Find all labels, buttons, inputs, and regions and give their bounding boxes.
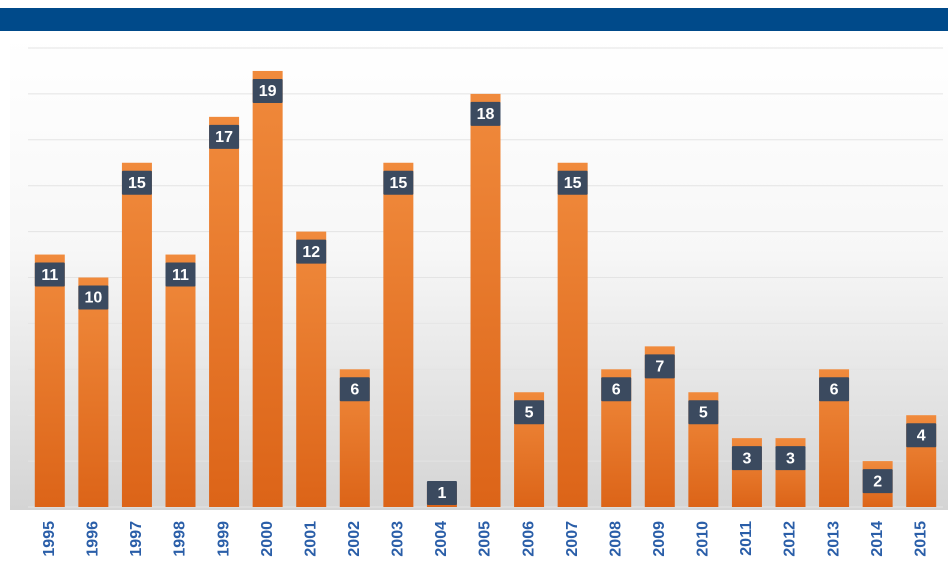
value-label: 15 (128, 175, 146, 192)
x-tick-label: 1999 (215, 521, 232, 557)
value-label: 10 (84, 290, 102, 307)
value-label-box (514, 400, 545, 425)
value-label-box (383, 170, 414, 195)
x-tick-label: 2009 (651, 521, 668, 557)
bar (383, 162, 414, 507)
x-tick-label: 2011 (738, 521, 755, 556)
value-label: 4 (917, 427, 926, 444)
value-label-box (252, 78, 283, 103)
value-label-box (296, 239, 327, 264)
value-label: 6 (350, 382, 359, 399)
value-label-box (470, 101, 501, 126)
value-label: 12 (302, 244, 320, 261)
x-tick-label: 2005 (477, 521, 494, 557)
x-tick-label: 2002 (346, 521, 363, 557)
bar (121, 162, 152, 507)
x-tick-label: 2014 (869, 521, 886, 557)
bar (296, 231, 327, 507)
x-tick-label: 2007 (564, 521, 581, 557)
value-label-box (121, 170, 152, 195)
value-label: 5 (525, 404, 534, 421)
value-label: 3 (742, 450, 751, 467)
value-label: 6 (612, 382, 621, 399)
bar (165, 254, 196, 507)
bar (252, 70, 283, 507)
value-label: 18 (477, 106, 495, 123)
value-label-box (165, 262, 196, 287)
value-label-box (339, 377, 370, 402)
value-label-box (644, 354, 675, 379)
value-label-box (731, 446, 762, 471)
value-label-box (78, 285, 109, 310)
value-label: 5 (699, 404, 708, 421)
value-label-box (688, 400, 719, 425)
x-tick-label: 2003 (390, 521, 407, 557)
x-tick-label: 2001 (302, 521, 319, 557)
x-tick-label: 2013 (825, 521, 842, 557)
bar (209, 116, 240, 507)
x-tick-label: 2015 (912, 521, 929, 557)
x-tick-label: 2010 (695, 521, 712, 557)
x-tick-label: 1997 (128, 521, 145, 557)
bar (34, 254, 65, 507)
value-label-box (426, 481, 457, 505)
header-band (0, 8, 948, 31)
value-label: 6 (830, 382, 839, 399)
value-label: 7 (655, 359, 664, 376)
value-label: 15 (389, 175, 407, 192)
x-tick-label: 2004 (433, 521, 450, 557)
value-label: 11 (41, 267, 58, 284)
value-label: 11 (172, 267, 189, 284)
x-tick-label: 2008 (607, 521, 624, 557)
value-label-box (209, 124, 240, 149)
value-label-box (557, 170, 588, 195)
bar (557, 162, 588, 507)
value-label-box (906, 423, 937, 448)
value-label: 19 (259, 83, 277, 100)
value-label: 3 (786, 450, 795, 467)
x-tick-label: 2012 (782, 521, 799, 557)
x-tick-label: 2006 (520, 521, 537, 557)
value-label-box (34, 262, 65, 287)
value-label-box (601, 377, 632, 402)
x-tick-label: 2000 (259, 521, 276, 557)
x-tick-label: 1998 (172, 521, 189, 557)
value-label: 2 (873, 473, 882, 490)
x-tick-label: 1995 (41, 521, 58, 557)
value-label: 1 (437, 485, 446, 502)
x-tick-label: 1996 (85, 521, 102, 557)
value-label-box (862, 469, 893, 494)
value-label: 15 (564, 175, 582, 192)
bar (78, 277, 109, 507)
value-label-box (775, 446, 806, 471)
value-label-box (819, 377, 850, 402)
value-label: 17 (215, 129, 233, 146)
bar (470, 93, 501, 508)
